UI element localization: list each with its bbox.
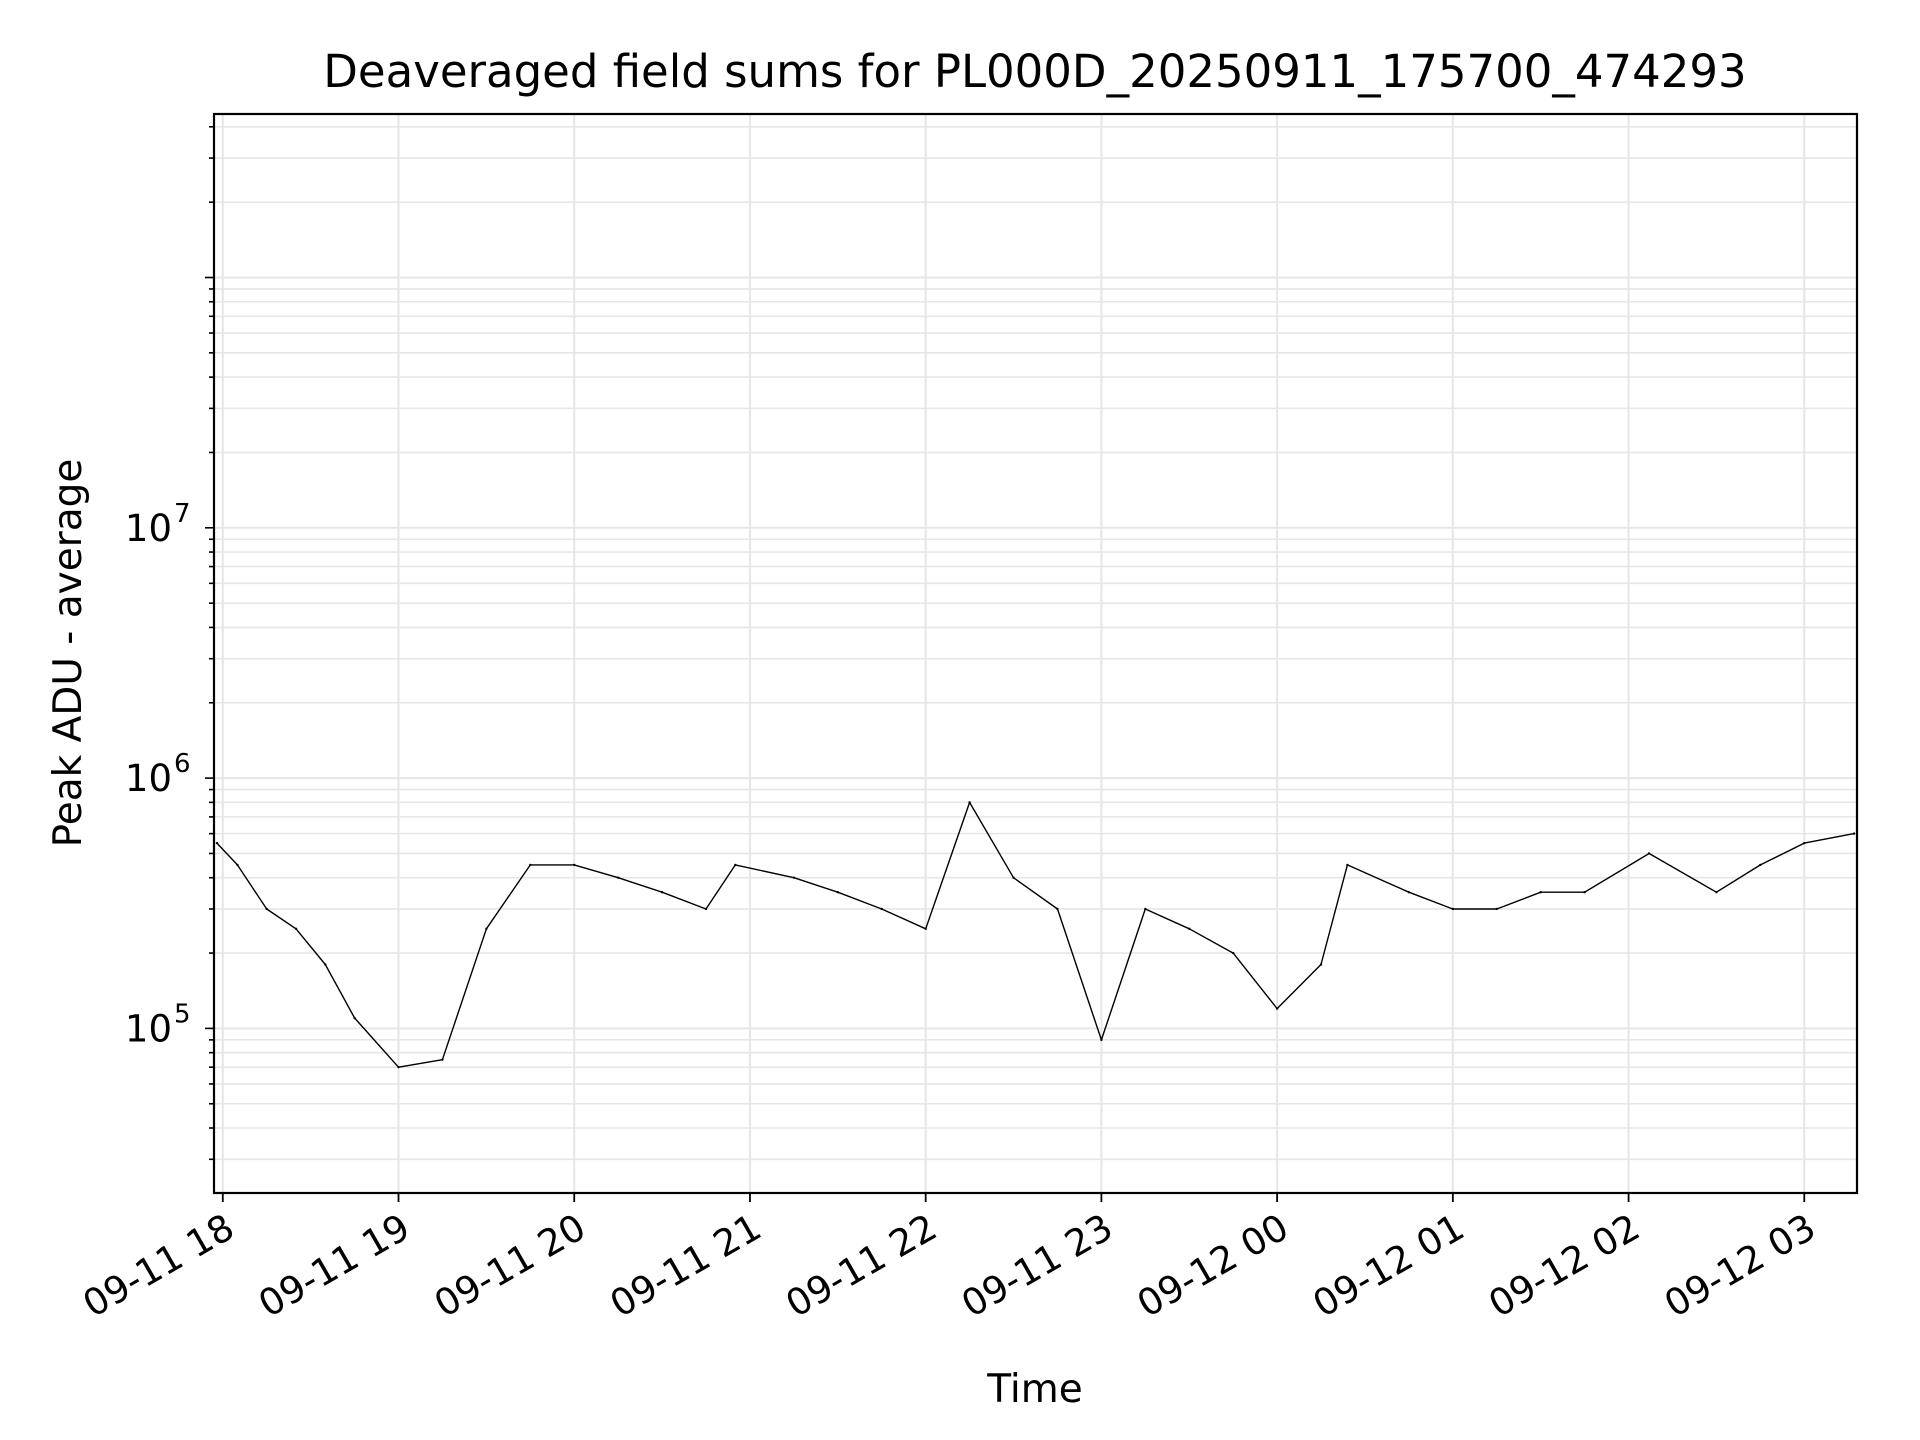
- y-tick-exponent: 7: [174, 499, 191, 529]
- x-axis-label: Time: [986, 1367, 1082, 1412]
- data-point: [880, 907, 883, 911]
- data-point: [1231, 951, 1235, 955]
- chart-title: Deaveraged field sums for PL000D_2025091…: [323, 45, 1746, 98]
- data-point: [1715, 891, 1718, 894]
- grid-lines: [214, 114, 1857, 1193]
- data-point: [924, 927, 927, 931]
- y-tick-label: 10 5: [125, 999, 191, 1050]
- y-tick-label: 10 7: [125, 499, 191, 550]
- data-point: [1451, 907, 1455, 911]
- data-series: [215, 801, 1856, 1069]
- data-point: [1056, 907, 1059, 911]
- y-tick-label: 10 6: [125, 749, 191, 800]
- data-point: [236, 863, 239, 867]
- data-point: [529, 863, 532, 867]
- y-tick-exponent: 6: [174, 749, 191, 779]
- data-point: [324, 963, 327, 966]
- data-point: [1188, 927, 1191, 931]
- data-point: [1100, 1038, 1103, 1042]
- data-point: [294, 927, 298, 931]
- data-point: [1346, 863, 1349, 867]
- data-point: [616, 876, 620, 879]
- data-point: [1275, 1007, 1279, 1010]
- data-point: [265, 907, 268, 911]
- data-point: [1495, 907, 1498, 911]
- data-point: [1759, 863, 1762, 867]
- data-point: [1012, 876, 1015, 879]
- data-point: [1852, 832, 1856, 835]
- data-point: [660, 891, 664, 894]
- data-point: [1539, 891, 1542, 894]
- y-axis-label: Peak ADU - average: [46, 459, 91, 848]
- data-point: [485, 927, 488, 931]
- data-point: [836, 891, 840, 894]
- data-point: [1803, 841, 1806, 845]
- data-point: [215, 841, 219, 845]
- data-point: [397, 1065, 400, 1069]
- data-point: [1144, 907, 1147, 911]
- data-point: [1583, 891, 1586, 894]
- data-point: [792, 876, 796, 879]
- data-point: [968, 801, 971, 804]
- data-point: [441, 1058, 444, 1061]
- y-tick-base: 10: [125, 1007, 172, 1050]
- y-tick-exponent: 5: [174, 999, 191, 1029]
- data-point: [573, 863, 576, 867]
- data-point: [1407, 891, 1411, 894]
- data-point: [704, 907, 708, 911]
- plot-frame: [212, 112, 1859, 1195]
- data-point: [1647, 852, 1651, 855]
- data-point: [353, 1016, 356, 1020]
- y-tick-base: 10: [125, 507, 172, 550]
- data-point: [734, 863, 737, 867]
- data-point: [1319, 963, 1323, 966]
- y-tick-base: 10: [125, 757, 172, 800]
